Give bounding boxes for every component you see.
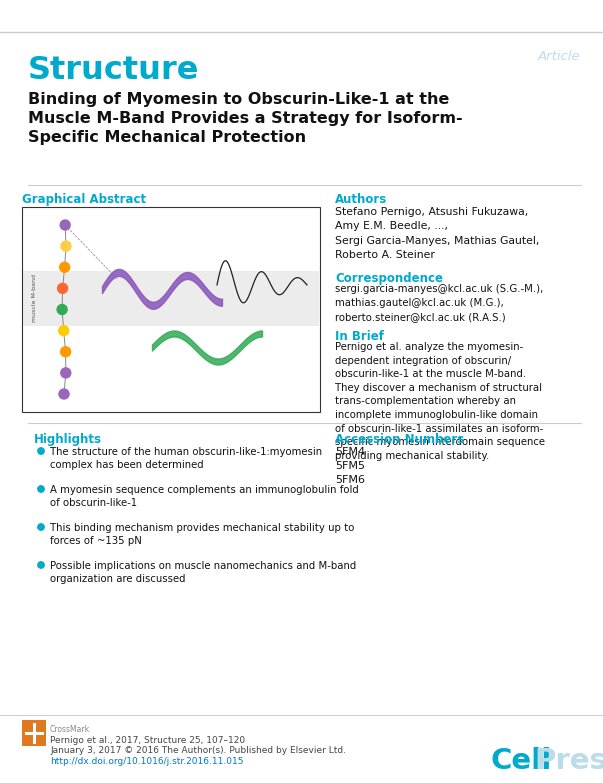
Text: The structure of the human obscurin-like-1:myomesin
complex has been determined: The structure of the human obscurin-like… [50, 447, 322, 471]
Text: 5FM5: 5FM5 [335, 461, 365, 471]
Text: Structure: Structure [28, 55, 200, 86]
Text: January 3, 2017 © 2016 The Author(s). Published by Elsevier Ltd.: January 3, 2017 © 2016 The Author(s). Pu… [50, 746, 346, 755]
Text: Stefano Pernigo, Atsushi Fukuzawa,
Amy E.M. Beedle, ...,
Sergi Garcia-Manyes, Ma: Stefano Pernigo, Atsushi Fukuzawa, Amy E… [335, 207, 539, 260]
Text: 5FM6: 5FM6 [335, 475, 365, 485]
Circle shape [60, 262, 69, 272]
Text: 5FM4: 5FM4 [335, 447, 365, 457]
Text: Highlights: Highlights [34, 433, 102, 446]
Circle shape [59, 389, 69, 399]
Text: sergi.garcia-manyes@kcl.ac.uk (S.G.-M.),
mathias.gautel@kcl.ac.uk (M.G.),
robert: sergi.garcia-manyes@kcl.ac.uk (S.G.-M.),… [335, 284, 543, 322]
Text: Pernigo et al., 2017, Structure 25, 107–120: Pernigo et al., 2017, Structure 25, 107–… [50, 736, 245, 745]
Text: Binding of Myomesin to Obscurin-Like-1 at the: Binding of Myomesin to Obscurin-Like-1 a… [28, 92, 449, 107]
Circle shape [38, 561, 44, 568]
Circle shape [61, 347, 71, 357]
Text: Cell: Cell [490, 747, 551, 775]
Circle shape [38, 485, 44, 493]
Circle shape [61, 241, 71, 251]
Circle shape [58, 326, 69, 336]
Text: Possible implications on muscle nanomechanics and M-band
organization are discus: Possible implications on muscle nanomech… [50, 561, 356, 584]
Circle shape [57, 305, 67, 315]
Circle shape [38, 448, 44, 454]
Circle shape [58, 283, 68, 294]
Circle shape [60, 220, 70, 230]
Text: Pernigo et al. analyze the myomesin-
dependent integration of obscurin/
obscurin: Pernigo et al. analyze the myomesin- dep… [335, 342, 545, 461]
Bar [23, 271, 319, 326]
Text: This binding mechanism provides mechanical stability up to
forces of ~135 pN: This binding mechanism provides mechanic… [50, 523, 355, 547]
Text: Correspondence: Correspondence [335, 272, 443, 285]
Circle shape [61, 368, 71, 378]
Text: A myomesin sequence complements an immunoglobulin fold
of obscurin-like-1: A myomesin sequence complements an immun… [50, 485, 359, 508]
Bar [22, 207, 320, 412]
Text: Specific Mechanical Protection: Specific Mechanical Protection [28, 130, 306, 145]
Text: muscle M-band: muscle M-band [33, 274, 37, 323]
Text: CrossMark: CrossMark [50, 725, 90, 734]
Text: http://dx.doi.org/10.1016/j.str.2016.11.015: http://dx.doi.org/10.1016/j.str.2016.11.… [50, 757, 244, 766]
Text: Authors: Authors [335, 193, 387, 206]
Text: Accession Numbers: Accession Numbers [335, 433, 464, 446]
Text: Graphical Abstract: Graphical Abstract [22, 193, 146, 206]
Text: Muscle M-Band Provides a Strategy for Isoform-: Muscle M-Band Provides a Strategy for Is… [28, 111, 463, 126]
Text: Article: Article [537, 50, 580, 63]
Text: In Brief: In Brief [335, 330, 384, 343]
Circle shape [38, 524, 44, 530]
Bar [22, 720, 46, 746]
Text: Press: Press [534, 747, 603, 775]
